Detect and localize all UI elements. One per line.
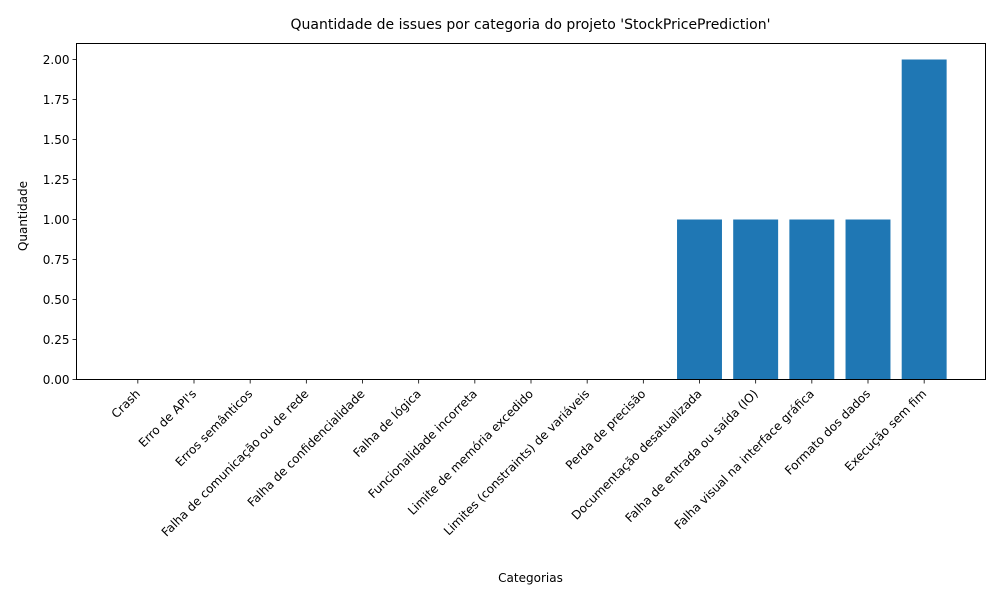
bars-layer: [677, 59, 947, 380]
x-axis-label: Categorias: [498, 571, 563, 585]
y-tick-label: 1.25: [43, 173, 70, 187]
y-tick-label: 1.50: [43, 133, 70, 147]
y-tick-label: 0.25: [43, 333, 70, 347]
y-tick-label: 0.75: [43, 253, 70, 267]
bar: [789, 219, 835, 380]
y-tick-label: 0.50: [43, 293, 70, 307]
y-tick-label: 2.00: [43, 53, 70, 67]
bar: [901, 59, 947, 380]
plot-frame: [76, 43, 986, 380]
y-tick-label: 1.00: [43, 213, 70, 227]
bar: [677, 219, 722, 380]
y-tick-label: 0.00: [43, 373, 70, 387]
bar: [733, 219, 779, 380]
y-axis-label: Quantidade: [16, 181, 30, 251]
y-axis: 0.00 0.25 0.50 0.75 1.00 1.25 1.50 1.75 2.00: [43, 53, 77, 387]
bar: [845, 219, 891, 380]
y-tick-label: 1.75: [43, 93, 70, 107]
chart-title: Quantidade de issues por categoria do pr…: [291, 17, 771, 33]
